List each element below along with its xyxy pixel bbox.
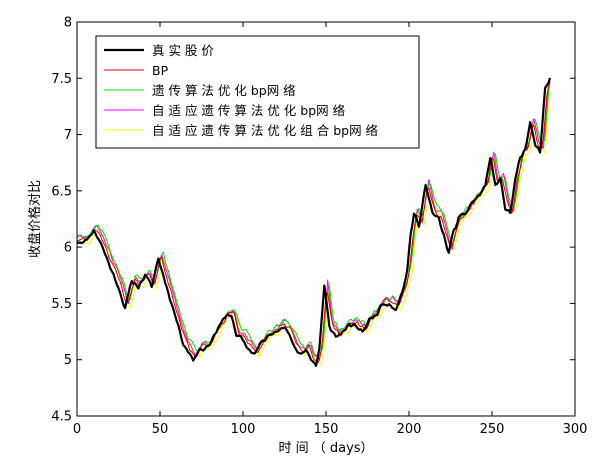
- x-tick-label: 250: [480, 422, 505, 437]
- y-tick-label: 7.5: [51, 72, 72, 87]
- y-tick-label: 5.5: [51, 297, 72, 312]
- x-tick-label: 150: [314, 422, 339, 437]
- series-line-0: [77, 77, 552, 367]
- y-tick-label: 8: [64, 16, 72, 31]
- x-tick-label: 0: [73, 422, 81, 437]
- y-tick-label: 7: [64, 128, 72, 143]
- legend-label-2: 遗 传 算 法 优 化 bp网 络: [152, 83, 296, 98]
- legend-label-1: BP: [152, 63, 169, 78]
- series-layer: [77, 77, 552, 367]
- x-axis-title: 时 间 （ days）: [278, 441, 373, 456]
- y-tick-label: 4.5: [51, 410, 72, 425]
- legend-box: [95, 35, 420, 149]
- y-tick-label: 6.5: [51, 184, 72, 199]
- legend: 真 实 股 价 BP 遗 传 算 法 优 化 bp网 络自 适 应 遗 传 算 法 …: [95, 35, 420, 149]
- y-tick-label: 5: [64, 353, 72, 368]
- x-tick-label: 100: [231, 422, 256, 437]
- legend-label-0: 真 实 股 价: [152, 43, 214, 58]
- x-tick-label: 200: [397, 422, 422, 437]
- x-tick-label: 50: [152, 422, 169, 437]
- y-tick-label: 6: [64, 241, 72, 256]
- x-tick-label: 300: [563, 422, 588, 437]
- legend-label-3: 自 适 应 遗 传 算 法 优 化 bp网 络: [152, 103, 346, 118]
- tick-layer: 0 50 100 150 200 250 300 4.5 5 5.5 6 6.5 7 7.5 8: [51, 16, 587, 438]
- y-axis-title: 收盘价格对比: [27, 180, 43, 258]
- legend-label-4: 自 适 应 遗 传 算 法 优 化 组 合 bp网 络: [152, 123, 379, 138]
